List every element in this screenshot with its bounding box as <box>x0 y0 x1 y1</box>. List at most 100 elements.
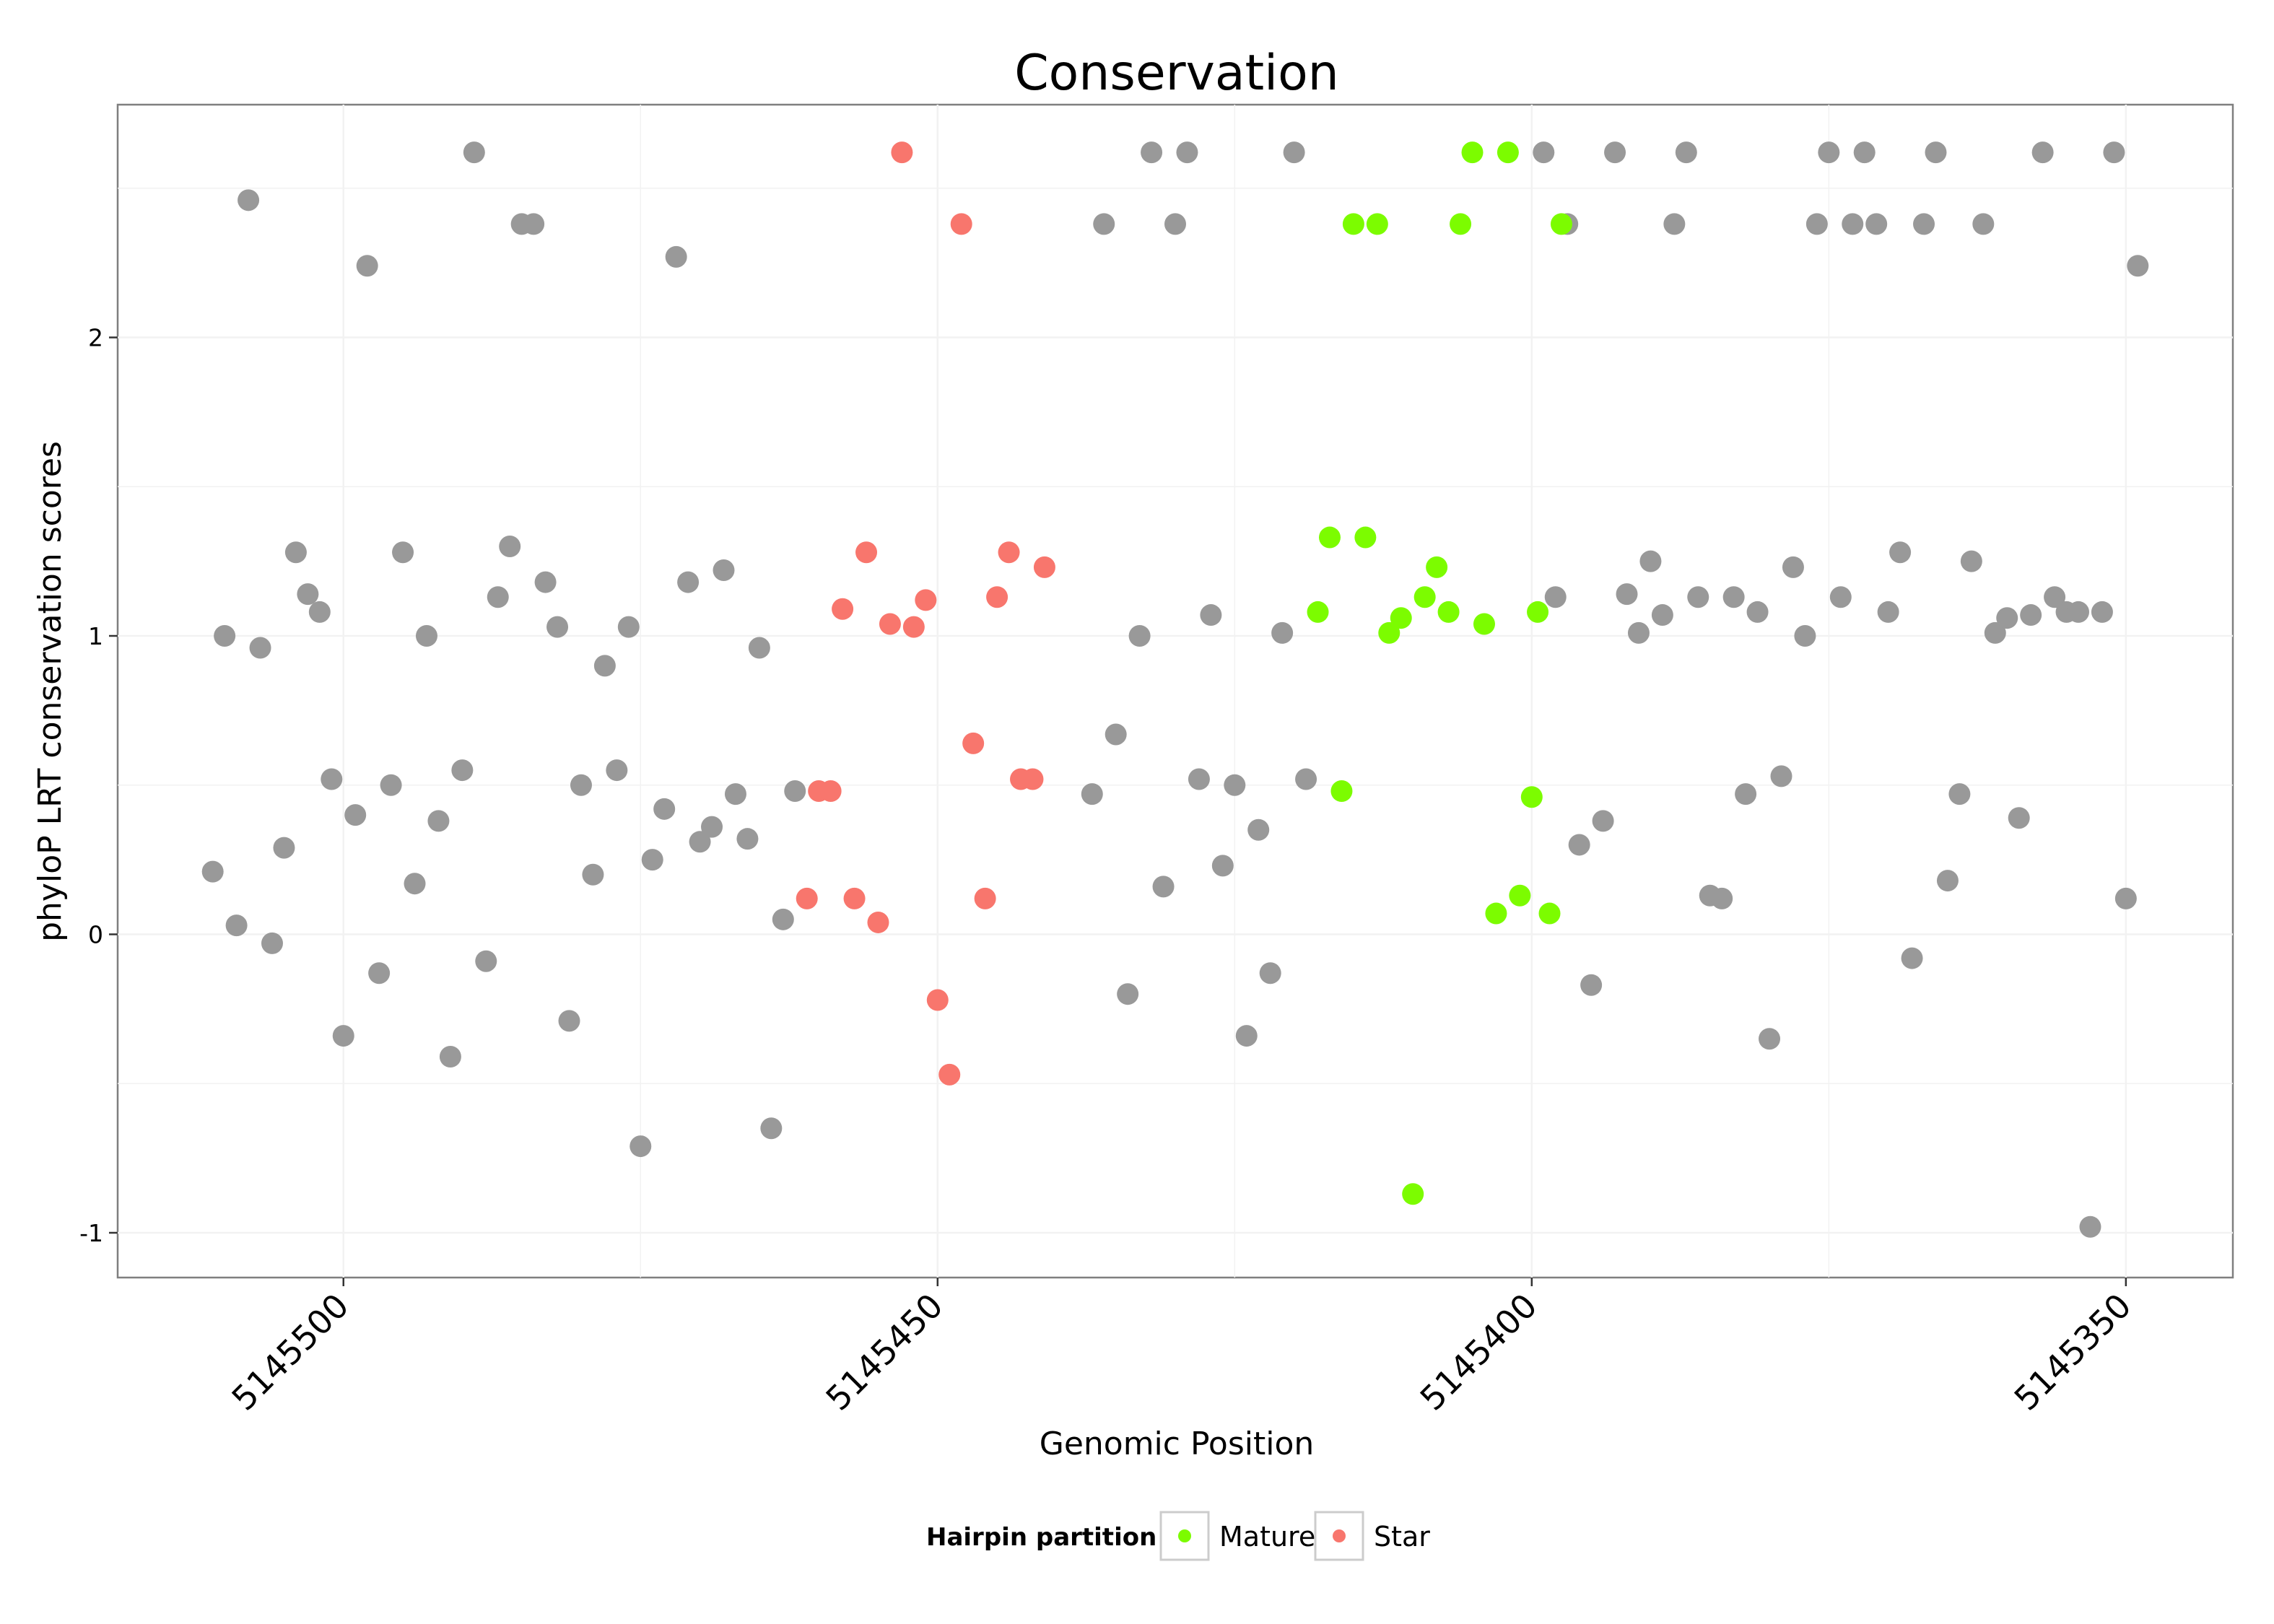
point-other <box>1913 213 1935 235</box>
point-other <box>487 586 509 608</box>
point-other <box>1960 550 1982 572</box>
point-mature <box>1437 601 1460 623</box>
y-axis-label: phyloP LRT conservation scores <box>32 441 69 942</box>
point-mature <box>1550 213 1572 235</box>
point-other <box>1818 141 1840 164</box>
point-other <box>2031 141 2054 164</box>
x-tick-label: 5145350 <box>2007 1286 2139 1418</box>
point-other <box>1224 774 1246 796</box>
point-other <box>1936 870 1959 892</box>
point-mature <box>1413 586 1436 608</box>
point-other <box>1794 625 1816 647</box>
point-other <box>463 141 485 164</box>
point-other <box>570 774 592 796</box>
data-points <box>201 141 2149 1238</box>
point-other <box>1093 213 1115 235</box>
point-other <box>784 780 806 803</box>
point-other <box>2020 604 2042 627</box>
point-other <box>1805 213 1828 235</box>
point-star <box>986 586 1009 608</box>
point-other <box>1639 550 1662 572</box>
point-other <box>332 1025 354 1047</box>
point-star <box>974 887 996 909</box>
point-other <box>1889 541 1912 564</box>
point-star <box>950 213 972 235</box>
point-other <box>308 601 331 623</box>
point-star <box>915 589 937 611</box>
x-axis-label: Genomic Position <box>1040 1426 1315 1462</box>
legend-label-star: Star <box>1374 1521 1430 1553</box>
point-other <box>1675 141 1697 164</box>
legend-title: Hairpin partition <box>926 1523 1156 1552</box>
point-other <box>1735 783 1757 806</box>
point-mature <box>1450 213 1472 235</box>
point-other <box>2091 601 2113 623</box>
point-other <box>1164 213 1186 235</box>
x-tick-label: 5145400 <box>1413 1286 1545 1418</box>
point-other <box>261 932 283 954</box>
point-other <box>1141 141 1163 164</box>
point-other <box>1188 768 1210 790</box>
point-other <box>724 783 746 806</box>
point-other <box>1533 141 1555 164</box>
point-star <box>1033 556 1055 578</box>
point-other <box>582 863 604 886</box>
point-star <box>879 613 901 635</box>
point-other <box>1604 141 1626 164</box>
point-other <box>1152 876 1175 898</box>
point-mature <box>1461 141 1484 164</box>
point-other <box>415 625 437 647</box>
point-other <box>201 860 224 883</box>
point-other <box>1853 141 1876 164</box>
point-other <box>1877 601 1899 623</box>
point-other <box>2008 807 2030 829</box>
point-mature <box>1390 607 1412 629</box>
point-other <box>1711 887 1733 909</box>
point-other <box>677 571 700 593</box>
point-star <box>938 1063 961 1086</box>
point-other <box>546 616 569 638</box>
y-tick-label: 2 <box>88 324 103 352</box>
point-other <box>249 637 271 659</box>
point-other <box>1544 586 1567 608</box>
point-other <box>1770 765 1792 787</box>
grid <box>118 105 2233 1278</box>
point-other <box>653 798 676 820</box>
point-mature <box>1473 613 1495 635</box>
point-other <box>439 1046 461 1068</box>
point-other <box>2079 1215 2101 1238</box>
point-other <box>1901 947 1923 969</box>
point-other <box>238 189 260 211</box>
point-other <box>701 816 723 838</box>
point-other <box>1271 621 1294 644</box>
point-mature <box>1354 526 1377 549</box>
legend: Hairpin partition Mature Star <box>926 1511 1430 1561</box>
point-other <box>321 768 343 790</box>
point-other <box>1627 621 1650 644</box>
point-mature <box>1366 213 1388 235</box>
y-tick-label: 1 <box>88 622 103 650</box>
point-other <box>1117 983 1139 1005</box>
point-other <box>1235 1025 1258 1047</box>
point-other <box>225 914 248 937</box>
point-star <box>832 598 854 620</box>
point-mature <box>1318 526 1341 549</box>
point-other <box>665 245 687 268</box>
point-other <box>1211 855 1234 877</box>
legend-dot-mature <box>1178 1529 1191 1542</box>
point-other <box>1616 583 1638 606</box>
point-other <box>713 559 735 582</box>
point-other <box>1580 974 1603 996</box>
point-mature <box>1497 141 1519 164</box>
point-mature <box>1330 780 1353 803</box>
point-other <box>2103 141 2125 164</box>
legend-key-star <box>1314 1511 1364 1561</box>
point-other <box>1948 783 1971 806</box>
point-other <box>1722 586 1745 608</box>
point-other <box>427 810 450 832</box>
point-other <box>1259 962 1281 985</box>
point-other <box>630 1135 652 1158</box>
point-other <box>1746 601 1769 623</box>
point-other <box>368 962 391 985</box>
